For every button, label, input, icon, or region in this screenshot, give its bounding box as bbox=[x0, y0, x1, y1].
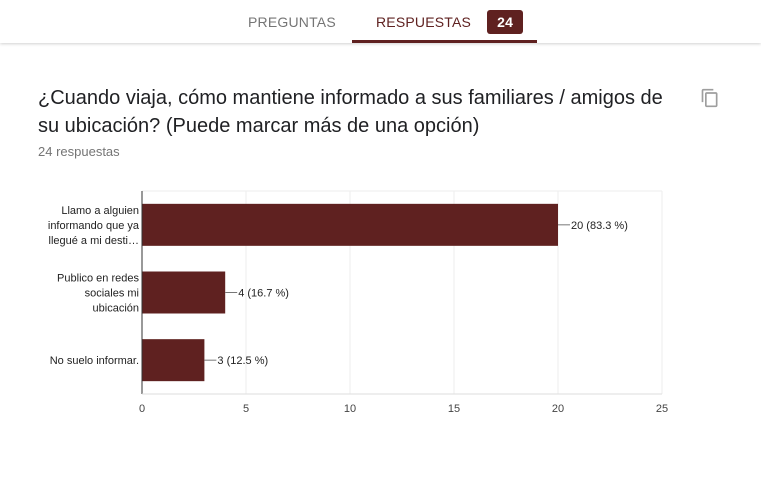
category-label-1-2: ubicación bbox=[93, 303, 139, 315]
category-label-1-0: Publico en redes bbox=[57, 273, 139, 285]
category-label-2-0: No suelo informar. bbox=[50, 355, 139, 367]
responses-count-badge: 24 bbox=[487, 9, 524, 34]
category-label-0-0: Llamo a alguien bbox=[61, 205, 139, 217]
x-tick-label-3: 15 bbox=[448, 403, 460, 415]
response-count: 24 respuestas bbox=[38, 144, 120, 159]
question-title: ¿Cuando viaja, cómo mantiene informado a… bbox=[38, 87, 663, 137]
category-label-1-1: sociales mi bbox=[85, 288, 139, 300]
category-label-0-2: llegué a mi desti… bbox=[49, 235, 140, 247]
x-tick-label-5: 25 bbox=[656, 403, 668, 415]
bar-data-label-1: 4 (16.7 %) bbox=[238, 288, 289, 300]
tab-respuestas-label: RESPUESTAS bbox=[376, 13, 472, 30]
bar-data-label-0: 20 (83.3 %) bbox=[571, 220, 628, 232]
bar-data-label-2: 3 (12.5 %) bbox=[217, 355, 268, 367]
tab-preguntas[interactable]: PREGUNTAS bbox=[248, 0, 336, 43]
copy-icon[interactable] bbox=[700, 88, 720, 108]
x-tick-label-2: 10 bbox=[344, 403, 356, 415]
tab-respuestas[interactable]: RESPUESTAS 24 bbox=[352, 0, 537, 43]
x-tick-label-0: 0 bbox=[139, 403, 145, 415]
bar-1 bbox=[142, 271, 226, 314]
bar-2 bbox=[142, 339, 205, 382]
active-tab-indicator bbox=[352, 40, 537, 43]
x-tick-label-4: 20 bbox=[552, 403, 564, 415]
tab-preguntas-label: PREGUNTAS bbox=[248, 13, 336, 30]
bar-0 bbox=[142, 203, 558, 246]
top-tab-bar: PREGUNTAS RESPUESTAS 24 bbox=[0, 0, 761, 43]
category-label-0-1: informando que ya bbox=[48, 220, 140, 232]
response-bar-chart: 20 (83.3 %) Llamo a alguien informando que… bbox=[48, 190, 668, 415]
x-tick-label-1: 5 bbox=[243, 403, 249, 415]
